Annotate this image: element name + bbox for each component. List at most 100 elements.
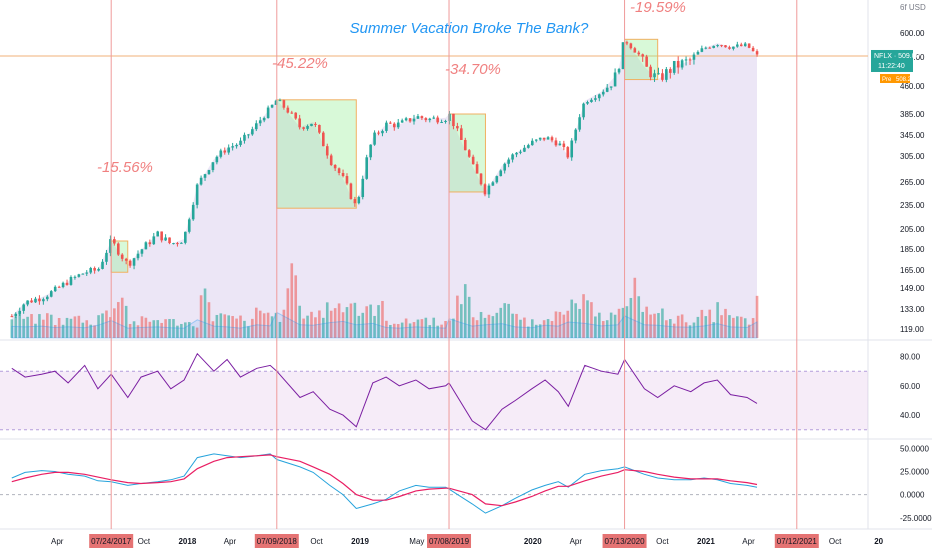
candle-body: [491, 182, 495, 186]
candle-body: [463, 139, 467, 151]
candle-body: [22, 304, 25, 311]
volume-bar: [57, 318, 61, 338]
volume-bar: [420, 319, 424, 338]
candle-body: [46, 296, 49, 300]
candle-body: [172, 243, 175, 245]
candle-body: [739, 44, 743, 47]
candle-body: [396, 122, 400, 128]
candle-body: [251, 129, 254, 135]
candle-body: [128, 260, 132, 266]
candle-body: [109, 239, 112, 253]
candle-body: [373, 132, 376, 145]
candle-body: [625, 42, 629, 44]
volume-bar: [605, 320, 609, 338]
candle-body: [743, 43, 747, 47]
x-tick-label: Oct: [656, 537, 669, 546]
candle-body: [712, 45, 715, 48]
volume-bar: [26, 316, 29, 338]
candle-body: [471, 156, 475, 165]
candle-body: [566, 147, 570, 158]
drawdown-label: -34.70%: [445, 61, 501, 78]
candle-body: [483, 184, 487, 195]
candle-body: [258, 120, 262, 124]
volume-bar: [266, 312, 270, 338]
candle-body: [724, 45, 727, 48]
candle-body: [665, 69, 668, 80]
candle-body: [93, 268, 96, 271]
volume-bar: [128, 323, 132, 338]
candle-body: [152, 236, 156, 245]
volume-bar: [574, 303, 577, 338]
volume-bar: [46, 313, 49, 338]
candle-body: [266, 107, 270, 119]
candle-body: [105, 252, 108, 262]
candle-body: [148, 242, 152, 245]
volume-bar: [254, 307, 258, 338]
candle-body: [503, 163, 506, 171]
event-date-badge: [427, 534, 472, 548]
candle-body: [736, 44, 739, 47]
volume-bar: [645, 306, 648, 338]
candle-body: [381, 130, 384, 134]
volume-bar: [566, 310, 570, 338]
volume-bar: [396, 324, 400, 338]
candle-body: [696, 51, 700, 55]
volume-bar: [22, 318, 25, 338]
candle-body: [633, 48, 637, 53]
volume-bar: [483, 317, 487, 338]
volume-bar: [665, 320, 668, 338]
candle-body: [18, 310, 22, 314]
volume-bar: [140, 316, 144, 338]
volume-bar: [345, 307, 349, 338]
candle-body: [668, 69, 672, 73]
volume-bar: [507, 303, 510, 338]
event-date-badge: [89, 534, 134, 548]
candle-body: [231, 146, 234, 148]
volume-bar: [298, 305, 301, 338]
drawdown-box: [276, 99, 357, 209]
volume-bar: [164, 319, 167, 338]
volume-bar: [570, 299, 574, 338]
volume-bar: [81, 322, 85, 338]
pre-value: 508.20: [896, 77, 915, 83]
candle-body: [53, 286, 57, 292]
volume-bar: [38, 314, 41, 338]
volume-bar: [231, 316, 234, 338]
candle-body: [357, 197, 361, 204]
volume-bar: [124, 305, 128, 338]
candle-body: [349, 183, 353, 200]
candle-body: [392, 123, 396, 128]
candle-body: [649, 66, 652, 78]
candle-body: [140, 249, 144, 254]
volume-bar: [322, 317, 325, 338]
candle-body: [314, 123, 317, 125]
candle-body: [254, 123, 258, 130]
volume-bar: [700, 309, 704, 338]
candle-body: [274, 100, 278, 105]
volume-bar: [113, 308, 116, 338]
volume-bar: [278, 321, 282, 338]
volume-bar: [148, 321, 152, 338]
candle-body: [389, 122, 392, 124]
volume-bar: [329, 310, 333, 338]
volume-bar: [582, 294, 585, 338]
volume-bar: [479, 311, 483, 338]
volume-bar: [460, 304, 463, 338]
volume-bar: [132, 321, 136, 338]
volume-bar: [361, 312, 365, 338]
volume-bar: [400, 322, 404, 338]
candle-body: [34, 298, 37, 303]
volume-bar: [550, 321, 554, 338]
candle-body: [385, 122, 388, 131]
volume-bar: [519, 319, 522, 338]
candle-body: [460, 128, 463, 140]
volume-bar: [416, 319, 420, 338]
volume-bar: [160, 322, 163, 338]
volume-bar: [736, 316, 739, 338]
candle-body: [562, 143, 566, 148]
volume-bar: [546, 319, 550, 338]
candle-body: [298, 118, 301, 128]
candle-body: [322, 132, 325, 147]
volume-bar: [314, 317, 317, 338]
x-tick-label: 2020: [524, 537, 542, 546]
